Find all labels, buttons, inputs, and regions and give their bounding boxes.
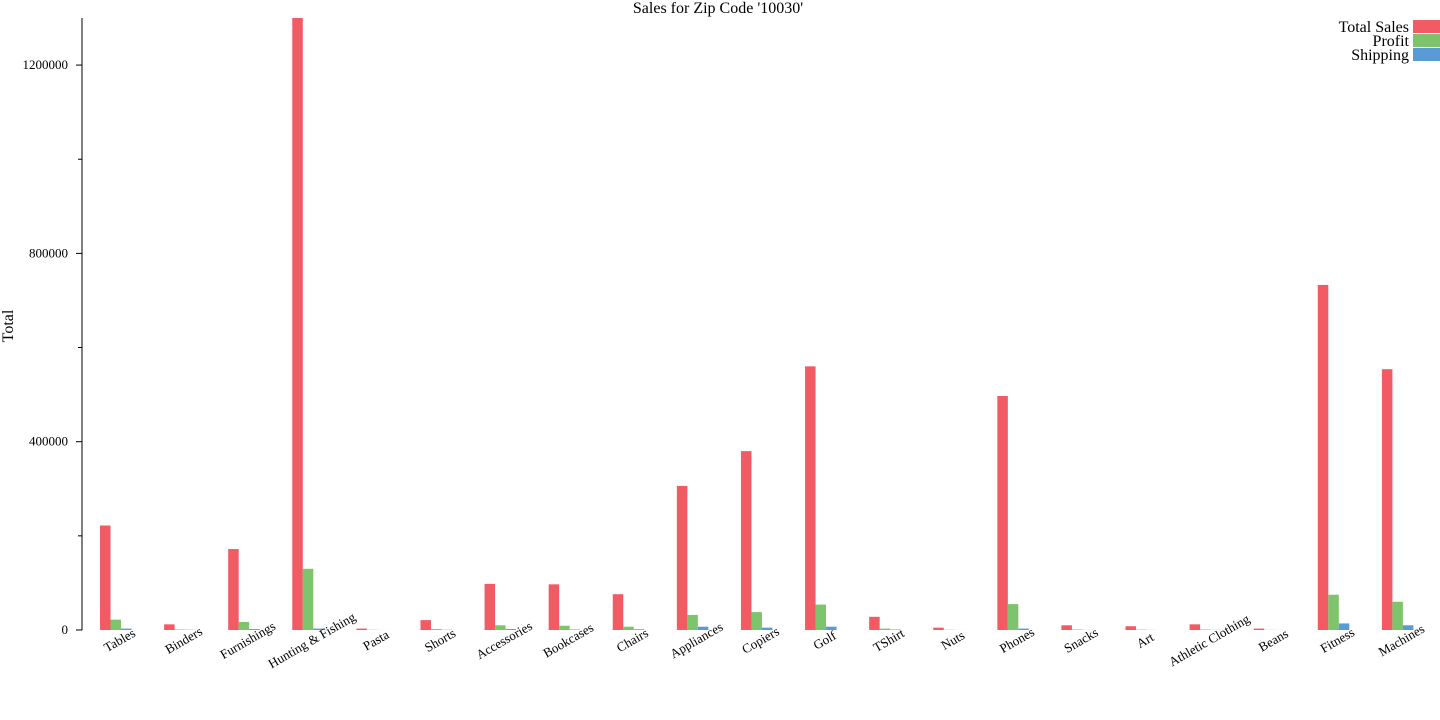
x-tick-label: Art	[1134, 629, 1157, 651]
bar-total-sales	[484, 583, 496, 630]
bar-shipping	[697, 626, 709, 630]
bar-shipping	[826, 626, 837, 630]
x-tick-label: Athletic Clothing	[1166, 611, 1252, 670]
bar-profit	[1007, 604, 1019, 630]
bar-total-sales	[1317, 284, 1329, 630]
bar-total-sales	[740, 451, 752, 630]
bar-shipping	[249, 629, 260, 630]
bar-shipping	[1402, 625, 1414, 630]
y-axis-title: Total	[0, 309, 17, 342]
legend-swatch	[1413, 34, 1440, 47]
bar-shipping	[1018, 628, 1029, 630]
bar-total-sales	[805, 366, 816, 630]
bar-total-sales	[676, 485, 688, 630]
legend-swatch	[1413, 48, 1440, 61]
bar-profit	[815, 604, 827, 630]
bar-total-sales	[420, 620, 431, 630]
bar-shipping	[633, 629, 645, 630]
y-axis-ticks: 0 400000 800000 1200000	[23, 57, 82, 637]
bar-total-sales	[292, 18, 303, 630]
bar-profit	[430, 629, 442, 630]
y-tick-label: 0	[62, 622, 69, 637]
y-tick-label: 800000	[29, 245, 68, 260]
bar-total-sales	[1381, 369, 1393, 630]
legend-label: Profit	[1373, 33, 1410, 50]
legend-label: Total Sales	[1339, 19, 1409, 36]
bar-total-sales	[869, 616, 880, 630]
bar-profit	[751, 612, 762, 630]
bar-shipping	[761, 627, 773, 630]
bar-profit	[1328, 594, 1339, 630]
bar-profit	[238, 621, 250, 630]
bar-total-sales	[1125, 626, 1137, 630]
x-tick-label: Golf	[810, 627, 839, 652]
bar-shipping	[1338, 623, 1350, 630]
legend-label: Shipping	[1351, 47, 1409, 64]
legend-swatch	[1413, 20, 1440, 33]
y-tick-label: 400000	[29, 434, 68, 449]
bar-total-sales	[997, 396, 1008, 630]
bar-profit	[495, 625, 506, 630]
chart-title: Sales for Zip Code '10030'	[633, 0, 803, 17]
x-tick-label: Pasta	[360, 627, 391, 654]
bar-total-sales	[100, 525, 111, 630]
y-tick-label: 1200000	[23, 57, 69, 72]
bar-total-sales	[356, 628, 367, 630]
bar-total-sales	[612, 594, 624, 630]
bar-total-sales	[933, 627, 944, 630]
bar-shipping	[121, 628, 132, 630]
x-tick-label: Accessories	[473, 618, 534, 662]
x-tick-label: Nuts	[938, 627, 967, 652]
bar-profit	[879, 628, 891, 630]
bar-total-sales	[228, 549, 239, 630]
bar-total-sales	[1061, 625, 1072, 630]
bar-profit	[1392, 601, 1403, 630]
bars	[100, 18, 1414, 630]
bar-total-sales	[164, 624, 175, 630]
bar-shipping	[313, 628, 324, 630]
bar-profit	[302, 568, 314, 630]
bar-total-sales	[1189, 624, 1201, 630]
bar-shipping	[505, 629, 517, 630]
bar-profit	[623, 626, 634, 630]
bar-profit	[559, 625, 570, 630]
bar-profit	[110, 619, 121, 630]
bar-profit	[687, 614, 698, 630]
bar-total-sales	[1253, 628, 1265, 630]
bar-total-sales	[548, 584, 560, 630]
